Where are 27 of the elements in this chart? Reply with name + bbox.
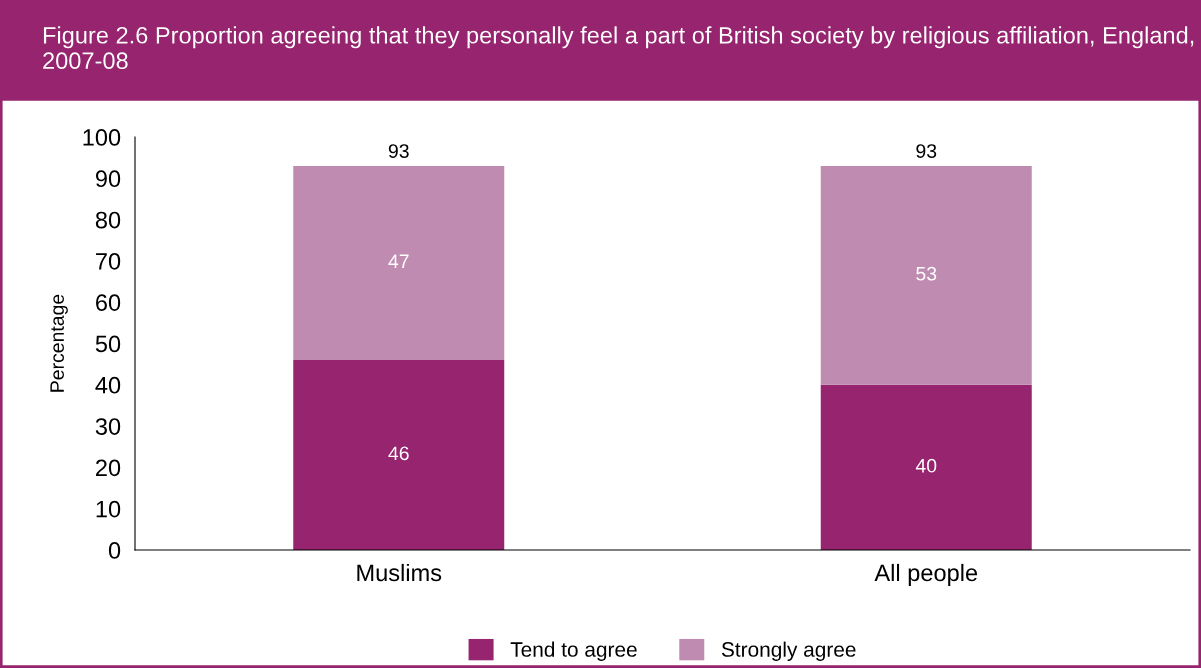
data-label: 46 [388, 446, 409, 461]
y-tick-label: 70 [96, 252, 121, 270]
legend-label: Tend to agree [510, 641, 637, 661]
bar [293, 165, 505, 361]
y-tick-label: 20 [96, 459, 121, 477]
y-tick-label: 0 [108, 542, 121, 559]
legend-label: Strongly agree [721, 641, 856, 661]
data-label: 53 [916, 266, 937, 281]
y-tick-label: 80 [95, 211, 121, 229]
y-axis-title: Percentage [50, 294, 68, 392]
data-label: 47 [388, 254, 409, 268]
y-tick-label: 30 [95, 418, 121, 435]
y-tick-label: 40 [95, 376, 121, 394]
y-tick-label: 90 [95, 170, 121, 188]
y-tick-label: 10 [96, 500, 121, 518]
y-tick-label: 50 [95, 335, 121, 353]
x-tick-label: Muslims [357, 563, 442, 582]
y-tick-label: 60 [96, 294, 121, 311]
chart-title: Figure 2.6 Proportion agreeing that they personally feel a part of British society by religious affiliation, England, 2007-08 [43, 26, 1194, 70]
bar [820, 165, 1032, 385]
y-tick-label: 100 [83, 129, 121, 146]
x-tick-label: All people [874, 563, 978, 586]
total-label: 93 [916, 144, 937, 158]
bar [293, 360, 505, 550]
data-label: 40 [915, 458, 937, 473]
total-label: 93 [388, 144, 409, 158]
bar [820, 384, 1032, 550]
